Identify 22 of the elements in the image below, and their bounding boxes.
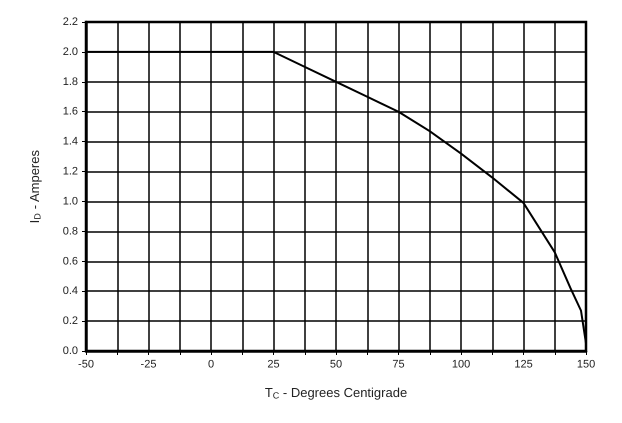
- y-tick-label: 0.2: [62, 315, 78, 328]
- y-axis-title: ID - Amperes: [27, 150, 42, 224]
- y-tick-label: 1.6: [62, 106, 78, 118]
- x-tick-label: 100: [452, 358, 470, 370]
- y-tick-label: 0.4: [62, 285, 78, 298]
- y-tick-label: 0.0: [62, 345, 78, 357]
- y-tick-label: 1.4: [62, 136, 78, 148]
- x-tick-label: -25: [140, 358, 156, 370]
- y-tick-label: 2.0: [62, 46, 78, 58]
- x-tick-label: 50: [330, 358, 342, 370]
- y-tick-label: 1.0: [62, 195, 78, 208]
- x-tick-label: -50: [78, 358, 94, 370]
- y-tick-label: 2.2: [62, 16, 78, 28]
- y-tick-label: 1.2: [62, 166, 78, 178]
- y-tick-label: 0.6: [62, 255, 78, 268]
- x-tick-label: 25: [267, 358, 280, 370]
- x-tick-label: 0: [208, 358, 214, 370]
- x-tick-label: 125: [514, 358, 533, 370]
- x-tick-label: 75: [392, 358, 405, 370]
- y-tick-label: 1.8: [62, 76, 78, 88]
- y-tick-label: 0.8: [62, 225, 78, 238]
- x-tick-label: 150: [576, 358, 596, 370]
